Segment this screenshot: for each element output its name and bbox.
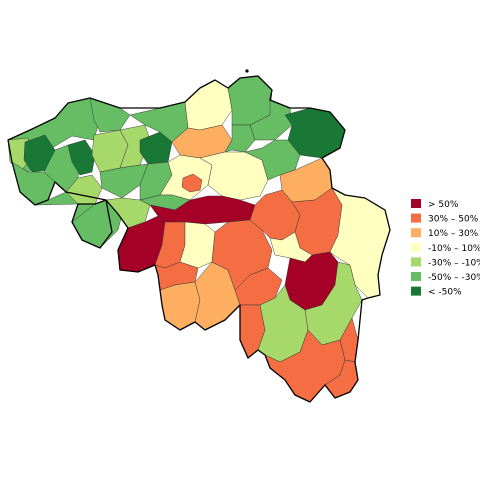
map-legend: > 50% 30% – 50% 10% – 30% -10% – 10% -30% – … xyxy=(411,199,480,298)
map-region xyxy=(67,139,96,176)
legend-label: 10% – 30% xyxy=(428,229,479,239)
legend-swatch xyxy=(411,242,421,252)
region-group-east-flanders xyxy=(89,97,189,229)
legend-swatch xyxy=(411,272,421,281)
map-region xyxy=(249,99,293,141)
legend-label: -50% – -30% xyxy=(428,273,480,283)
region-group-west xyxy=(7,97,123,249)
region-group-namur xyxy=(211,189,301,359)
map-region xyxy=(179,221,216,269)
map-region xyxy=(244,139,301,181)
region-group-brabant xyxy=(139,139,333,211)
legend-swatch xyxy=(411,257,421,267)
legend-label: < -50% xyxy=(428,288,462,298)
map-region xyxy=(184,79,233,131)
region-group-antwerp xyxy=(171,75,346,159)
country-border xyxy=(7,75,391,403)
exclave-marker xyxy=(245,69,249,73)
region-group-liege xyxy=(269,187,391,311)
map-region xyxy=(224,124,256,153)
legend-swatch xyxy=(411,228,421,238)
legend-swatch xyxy=(411,286,421,296)
legend-swatch xyxy=(411,213,421,223)
legend-label: > 50% xyxy=(428,200,459,210)
region-group-luxembourg xyxy=(257,261,363,403)
legend-swatch xyxy=(411,199,421,208)
legend-label: -30% – -10% xyxy=(428,258,480,268)
legend-label: -10% – 10% xyxy=(428,244,480,254)
map-region xyxy=(199,151,269,201)
map-region xyxy=(181,173,203,193)
legend-label: 30% – 50% xyxy=(428,215,479,225)
